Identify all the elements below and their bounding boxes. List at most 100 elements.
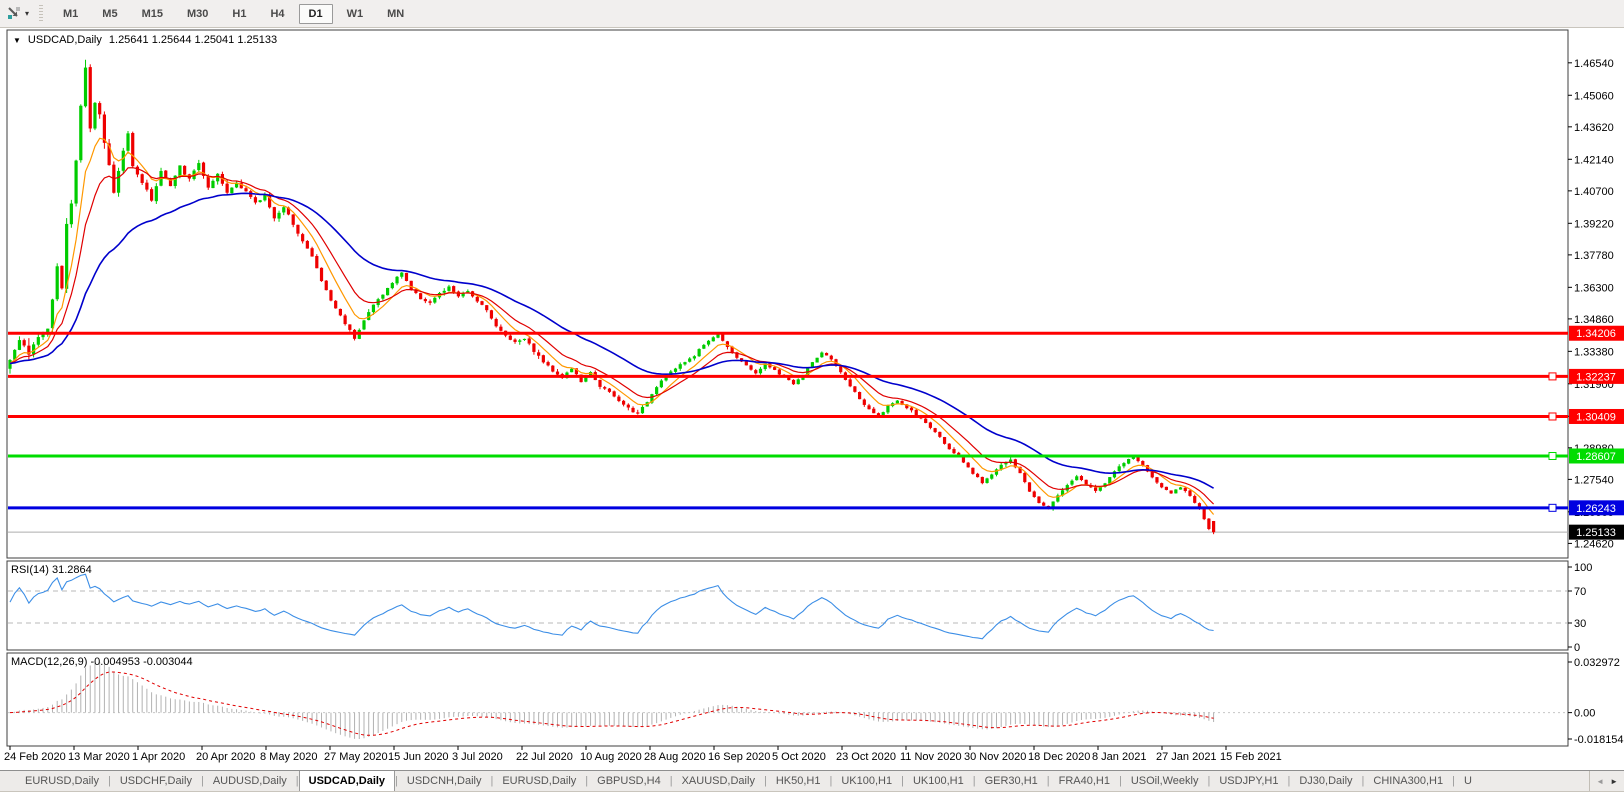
rsi-axis-tick: 70 [1574, 586, 1586, 598]
chart-tab-eurusd-5[interactable]: EURUSD,Daily [502, 775, 577, 787]
date-axis-tick: 27 May 2020 [324, 751, 388, 763]
chart-tab-usdchf-1[interactable]: USDCHF,Daily [119, 775, 192, 787]
timeframe-button-h1[interactable]: H1 [232, 7, 247, 20]
chart-tab-eurusd-0[interactable]: EURUSD,Daily [25, 775, 99, 787]
chart-tab-ger30-11[interactable]: GER30,H1 [984, 775, 1038, 787]
date-axis-tick: 8 Jan 2021 [1092, 751, 1146, 763]
level-price-label-box [1569, 448, 1624, 464]
moving-average-slow [9, 192, 1214, 489]
moving-average-fast [9, 137, 1215, 515]
price-axis-tick: 1.40700 [1574, 186, 1614, 198]
chart-tab-gbpusd-6[interactable]: GBPUSD,H4 [597, 775, 661, 787]
level-price-label: 1.26243 [1576, 503, 1616, 515]
date-axis-tick: 10 Aug 2020 [580, 751, 642, 763]
chart-tab-audusd-2[interactable]: AUDUSD,Daily [212, 775, 287, 787]
macd-axis-tick: -0.018154 [1574, 734, 1624, 746]
tab-separator: | [1361, 775, 1365, 787]
tab-separator: | [763, 775, 767, 787]
toolbar: ▾ M1 M5 M15 M30 H1 H4 D1 W1 MN [0, 0, 1624, 28]
date-axis-tick: 18 Dec 2020 [1028, 751, 1090, 763]
chart-title: ▼ USDCAD,Daily 1.25641 1.25644 1.25041 1… [13, 34, 277, 46]
macd-axis: 0.032972 0.00 -0.018154 [1568, 657, 1624, 746]
date-axis-tick: 8 May 2020 [260, 751, 317, 763]
chart-tab-xauusd-7[interactable]: XAUUSD,Daily [681, 775, 755, 787]
chart-ohlc-values: 1.25641 1.25644 1.25041 1.25133 [108, 34, 278, 46]
chart-tab-usdcad-3[interactable]: USDCAD,Daily [298, 771, 396, 791]
date-axis-tick: 24 Feb 2020 [4, 751, 66, 763]
chart-tab-overflow[interactable]: U [1463, 775, 1472, 787]
tab-separator: | [200, 775, 204, 787]
timeframe-button-m15[interactable]: M15 [141, 7, 163, 20]
level-handle-1.30409[interactable] [1548, 412, 1557, 421]
rsi-axis-tick: 100 [1574, 562, 1592, 574]
rsi-line [9, 573, 1214, 640]
chart-tab-china300-16[interactable]: CHINA300,H1 [1373, 775, 1444, 787]
tool-dropdown-caret-icon[interactable]: ▾ [25, 9, 30, 18]
level-handle-1.26243[interactable] [1548, 503, 1557, 512]
chart-tab-uk100-9[interactable]: UK100,H1 [841, 775, 893, 787]
chart-tab-usdcnh-4[interactable]: USDCNH,Daily [406, 775, 482, 787]
macd-panel [6, 652, 1569, 747]
tab-separator: | [107, 775, 111, 787]
price-axis-tick: 1.43620 [1574, 122, 1614, 134]
level-handle-1.28607[interactable] [1548, 451, 1557, 460]
price-axis-tick: 1.46540 [1574, 58, 1614, 70]
price-axis-tick: 1.42140 [1574, 154, 1614, 166]
collapse-caret-icon[interactable]: ▼ [13, 35, 21, 45]
date-axis-tick: 5 Oct 2020 [772, 751, 826, 763]
date-axis-tick: 22 Jul 2020 [516, 751, 573, 763]
rsi-axis: 100 70 30 0 [1568, 562, 1592, 654]
tab-separator: | [901, 775, 904, 787]
macd-axis-tick: 0.032972 [1574, 657, 1620, 669]
chart-tab-dj30-15[interactable]: DJ30,Daily [1299, 775, 1353, 787]
tab-separator: | [490, 775, 494, 787]
level-handle-1.32237[interactable] [1548, 372, 1557, 381]
chart-tab-usoil-13[interactable]: USOil,Weekly [1130, 775, 1199, 787]
date-axis-tick: 3 Jul 2020 [452, 751, 503, 763]
date-axis-tick: 1 Apr 2020 [132, 751, 185, 763]
tab-separator: | [972, 775, 976, 787]
chart-tab-fra40-12[interactable]: FRA40,H1 [1058, 775, 1110, 787]
price-axis-tick: 1.27540 [1574, 474, 1614, 486]
chart-cursor-icon[interactable] [4, 4, 24, 24]
date-axis-tick: 16 Sep 2020 [708, 751, 770, 763]
timeframe-button-mn[interactable]: MN [387, 7, 405, 20]
tab-scroll-left-icon[interactable]: ◄ [1596, 776, 1605, 786]
timeframe-toolbar: M1 M5 M15 M30 H1 H4 D1 W1 MN [51, 3, 416, 24]
date-axis-tick: 20 Apr 2020 [196, 751, 255, 763]
tab-separator: | [295, 775, 299, 787]
macd-signal-line [9, 671, 1214, 736]
price-axis-tick: 1.33380 [1574, 346, 1614, 358]
timeframe-button-h4[interactable]: H4 [270, 7, 285, 20]
chart-tab-usdjpy-14[interactable]: USDJPY,H1 [1219, 775, 1279, 787]
chart-tab-uk100-10[interactable]: UK100,H1 [912, 775, 964, 787]
price-axis-tick: 1.34860 [1574, 314, 1614, 326]
macd-indicator-label: MACD(12,26,9) -0.004953 -0.003044 [11, 656, 193, 668]
date-axis-tick: 28 Aug 2020 [644, 751, 706, 763]
chart-tab-bar: EURUSD,Daily | USDCHF,Daily | AUDUSD,Daily | U… [0, 770, 1624, 792]
current-price-label: 1.25133 [1576, 527, 1616, 539]
tab-scroll-right-icon[interactable]: ► [1610, 776, 1618, 786]
level-price-label: 1.32237 [1576, 371, 1616, 383]
timeframe-button-m30[interactable]: M30 [186, 7, 209, 20]
date-axis-tick: 23 Oct 2020 [836, 751, 896, 763]
level-price-label-box [1569, 408, 1624, 424]
tab-separator: | [1207, 775, 1211, 787]
timeframe-button-m1[interactable]: M1 [63, 7, 79, 20]
candlestick-series [8, 59, 1216, 535]
price-axis-tick: 1.36300 [1574, 282, 1614, 294]
rsi-panel [6, 560, 1569, 651]
level-price-label: 1.30409 [1576, 411, 1616, 423]
price-axis-tick: 1.37780 [1574, 250, 1614, 262]
price-axis: 1.46540 1.45060 1.43620 1.42140 1.40700 1.392… [1568, 58, 1624, 550]
timeframe-button-m5[interactable]: M5 [102, 7, 118, 20]
rsi-indicator-label: RSI(14) 31.2864 [11, 564, 92, 576]
timeframe-button-d1[interactable]: D1 [298, 3, 333, 24]
chart-tab-hk50-8[interactable]: HK50,H1 [775, 775, 821, 787]
date-axis: 24 Feb 2020 13 Mar 2020 1 Apr 2020 20 Apr 2… [4, 746, 1282, 763]
timeframe-button-w1[interactable]: W1 [346, 7, 364, 20]
tab-separator: | [829, 775, 833, 787]
price-axis-tick: 1.39220 [1574, 218, 1614, 230]
tab-separator: | [1287, 775, 1291, 787]
